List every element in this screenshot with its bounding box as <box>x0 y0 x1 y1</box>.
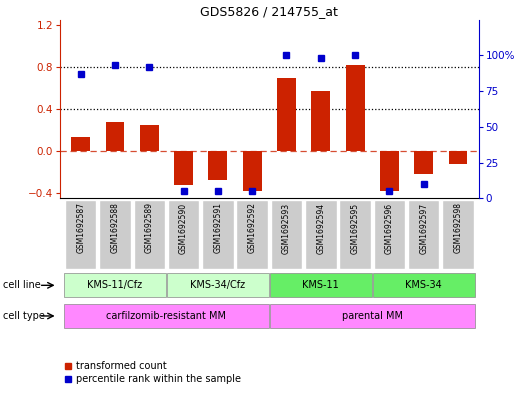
Text: GSM1692587: GSM1692587 <box>76 202 85 253</box>
Bar <box>64 304 269 328</box>
Bar <box>140 125 159 151</box>
Text: KMS-34/Cfz: KMS-34/Cfz <box>190 280 245 290</box>
Text: GSM1692589: GSM1692589 <box>145 202 154 253</box>
Text: GSM1692598: GSM1692598 <box>453 202 462 253</box>
Bar <box>65 200 97 269</box>
Bar <box>339 200 371 269</box>
Text: KMS-34: KMS-34 <box>405 280 442 290</box>
Bar <box>373 200 405 269</box>
Text: GSM1692595: GSM1692595 <box>350 202 360 253</box>
Bar <box>277 77 296 151</box>
Text: KMS-11/Cfz: KMS-11/Cfz <box>87 280 143 290</box>
Bar <box>106 122 124 151</box>
Text: GSM1692597: GSM1692597 <box>419 202 428 253</box>
Bar <box>449 151 468 164</box>
Legend: transformed count, percentile rank within the sample: transformed count, percentile rank withi… <box>60 358 245 388</box>
Text: carfilzomib-resistant MM: carfilzomib-resistant MM <box>107 311 226 321</box>
Text: cell line: cell line <box>3 280 40 290</box>
Bar <box>380 151 399 191</box>
Bar <box>167 273 269 298</box>
Title: GDS5826 / 214755_at: GDS5826 / 214755_at <box>200 6 338 18</box>
Text: GSM1692590: GSM1692590 <box>179 202 188 253</box>
Bar <box>174 151 193 185</box>
Bar <box>414 151 433 174</box>
Text: parental MM: parental MM <box>342 311 403 321</box>
Bar <box>99 200 131 269</box>
Text: GSM1692592: GSM1692592 <box>248 202 257 253</box>
Bar <box>346 65 365 151</box>
Text: GSM1692588: GSM1692588 <box>110 202 120 253</box>
Bar <box>311 91 330 151</box>
Bar <box>271 200 302 269</box>
Bar <box>133 200 165 269</box>
Bar <box>408 200 439 269</box>
Bar <box>209 151 228 180</box>
Bar <box>442 200 474 269</box>
Text: cell type: cell type <box>3 311 44 321</box>
Bar <box>243 151 262 191</box>
Bar <box>64 273 166 298</box>
Bar <box>236 200 268 269</box>
Bar <box>305 200 337 269</box>
Text: GSM1692591: GSM1692591 <box>213 202 222 253</box>
Text: GSM1692596: GSM1692596 <box>385 202 394 253</box>
Bar <box>202 200 234 269</box>
Text: GSM1692594: GSM1692594 <box>316 202 325 253</box>
Bar <box>270 304 475 328</box>
Bar <box>270 273 372 298</box>
Bar <box>168 200 199 269</box>
Text: GSM1692593: GSM1692593 <box>282 202 291 253</box>
Text: KMS-11: KMS-11 <box>302 280 339 290</box>
Bar <box>372 273 475 298</box>
Bar <box>71 138 90 151</box>
